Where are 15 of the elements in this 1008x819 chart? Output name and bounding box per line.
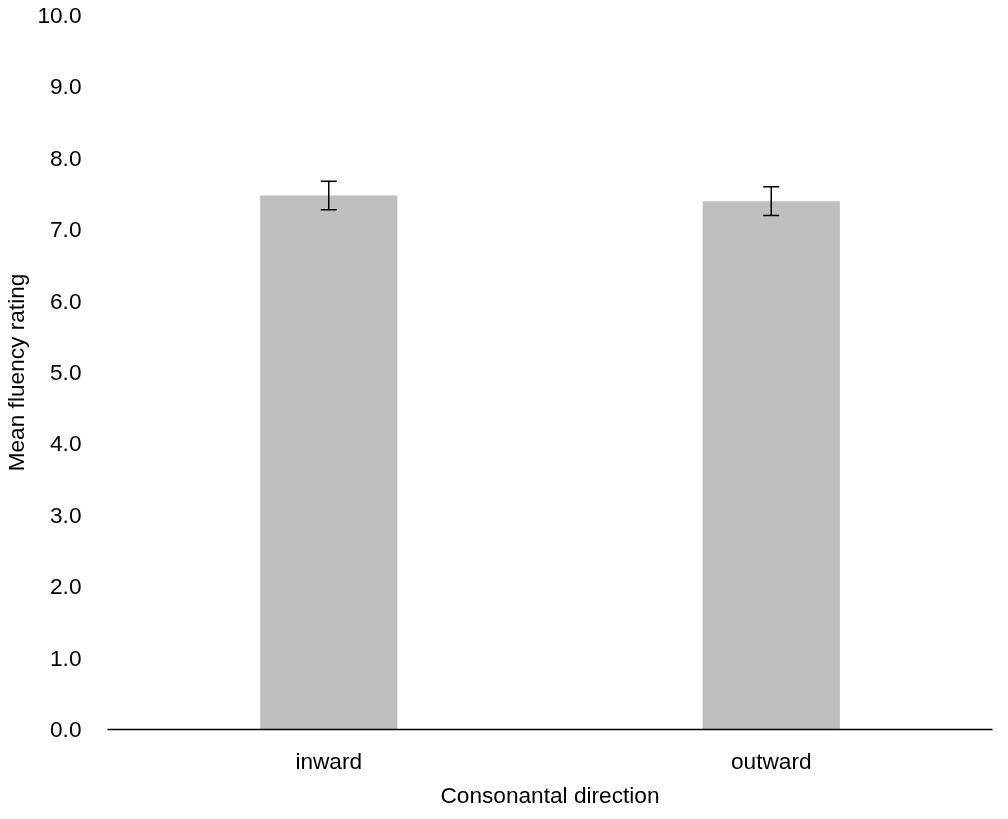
y-tick-label: 5.0: [50, 359, 82, 385]
y-tick-label: 0.0: [50, 716, 82, 742]
y-tick-label: 1.0: [50, 644, 82, 671]
y-tick-label: 8.0: [50, 144, 82, 171]
y-tick-label: 6.0: [50, 287, 82, 314]
x-axis-title: Consonantal direction: [440, 781, 660, 808]
y-tick-label: 2.0: [50, 573, 82, 600]
x-tick-label: inward: [295, 747, 363, 774]
y-tick-label: 4.0: [50, 430, 82, 457]
y-tick-label: 7.0: [50, 216, 82, 243]
y-axis-title: Mean fluency rating: [3, 273, 30, 472]
y-tick-label: 10.0: [37, 2, 82, 28]
y-tick-label: 9.0: [50, 73, 82, 100]
x-tick-label: outward: [730, 747, 812, 774]
y-tick-label: 3.0: [50, 501, 82, 528]
